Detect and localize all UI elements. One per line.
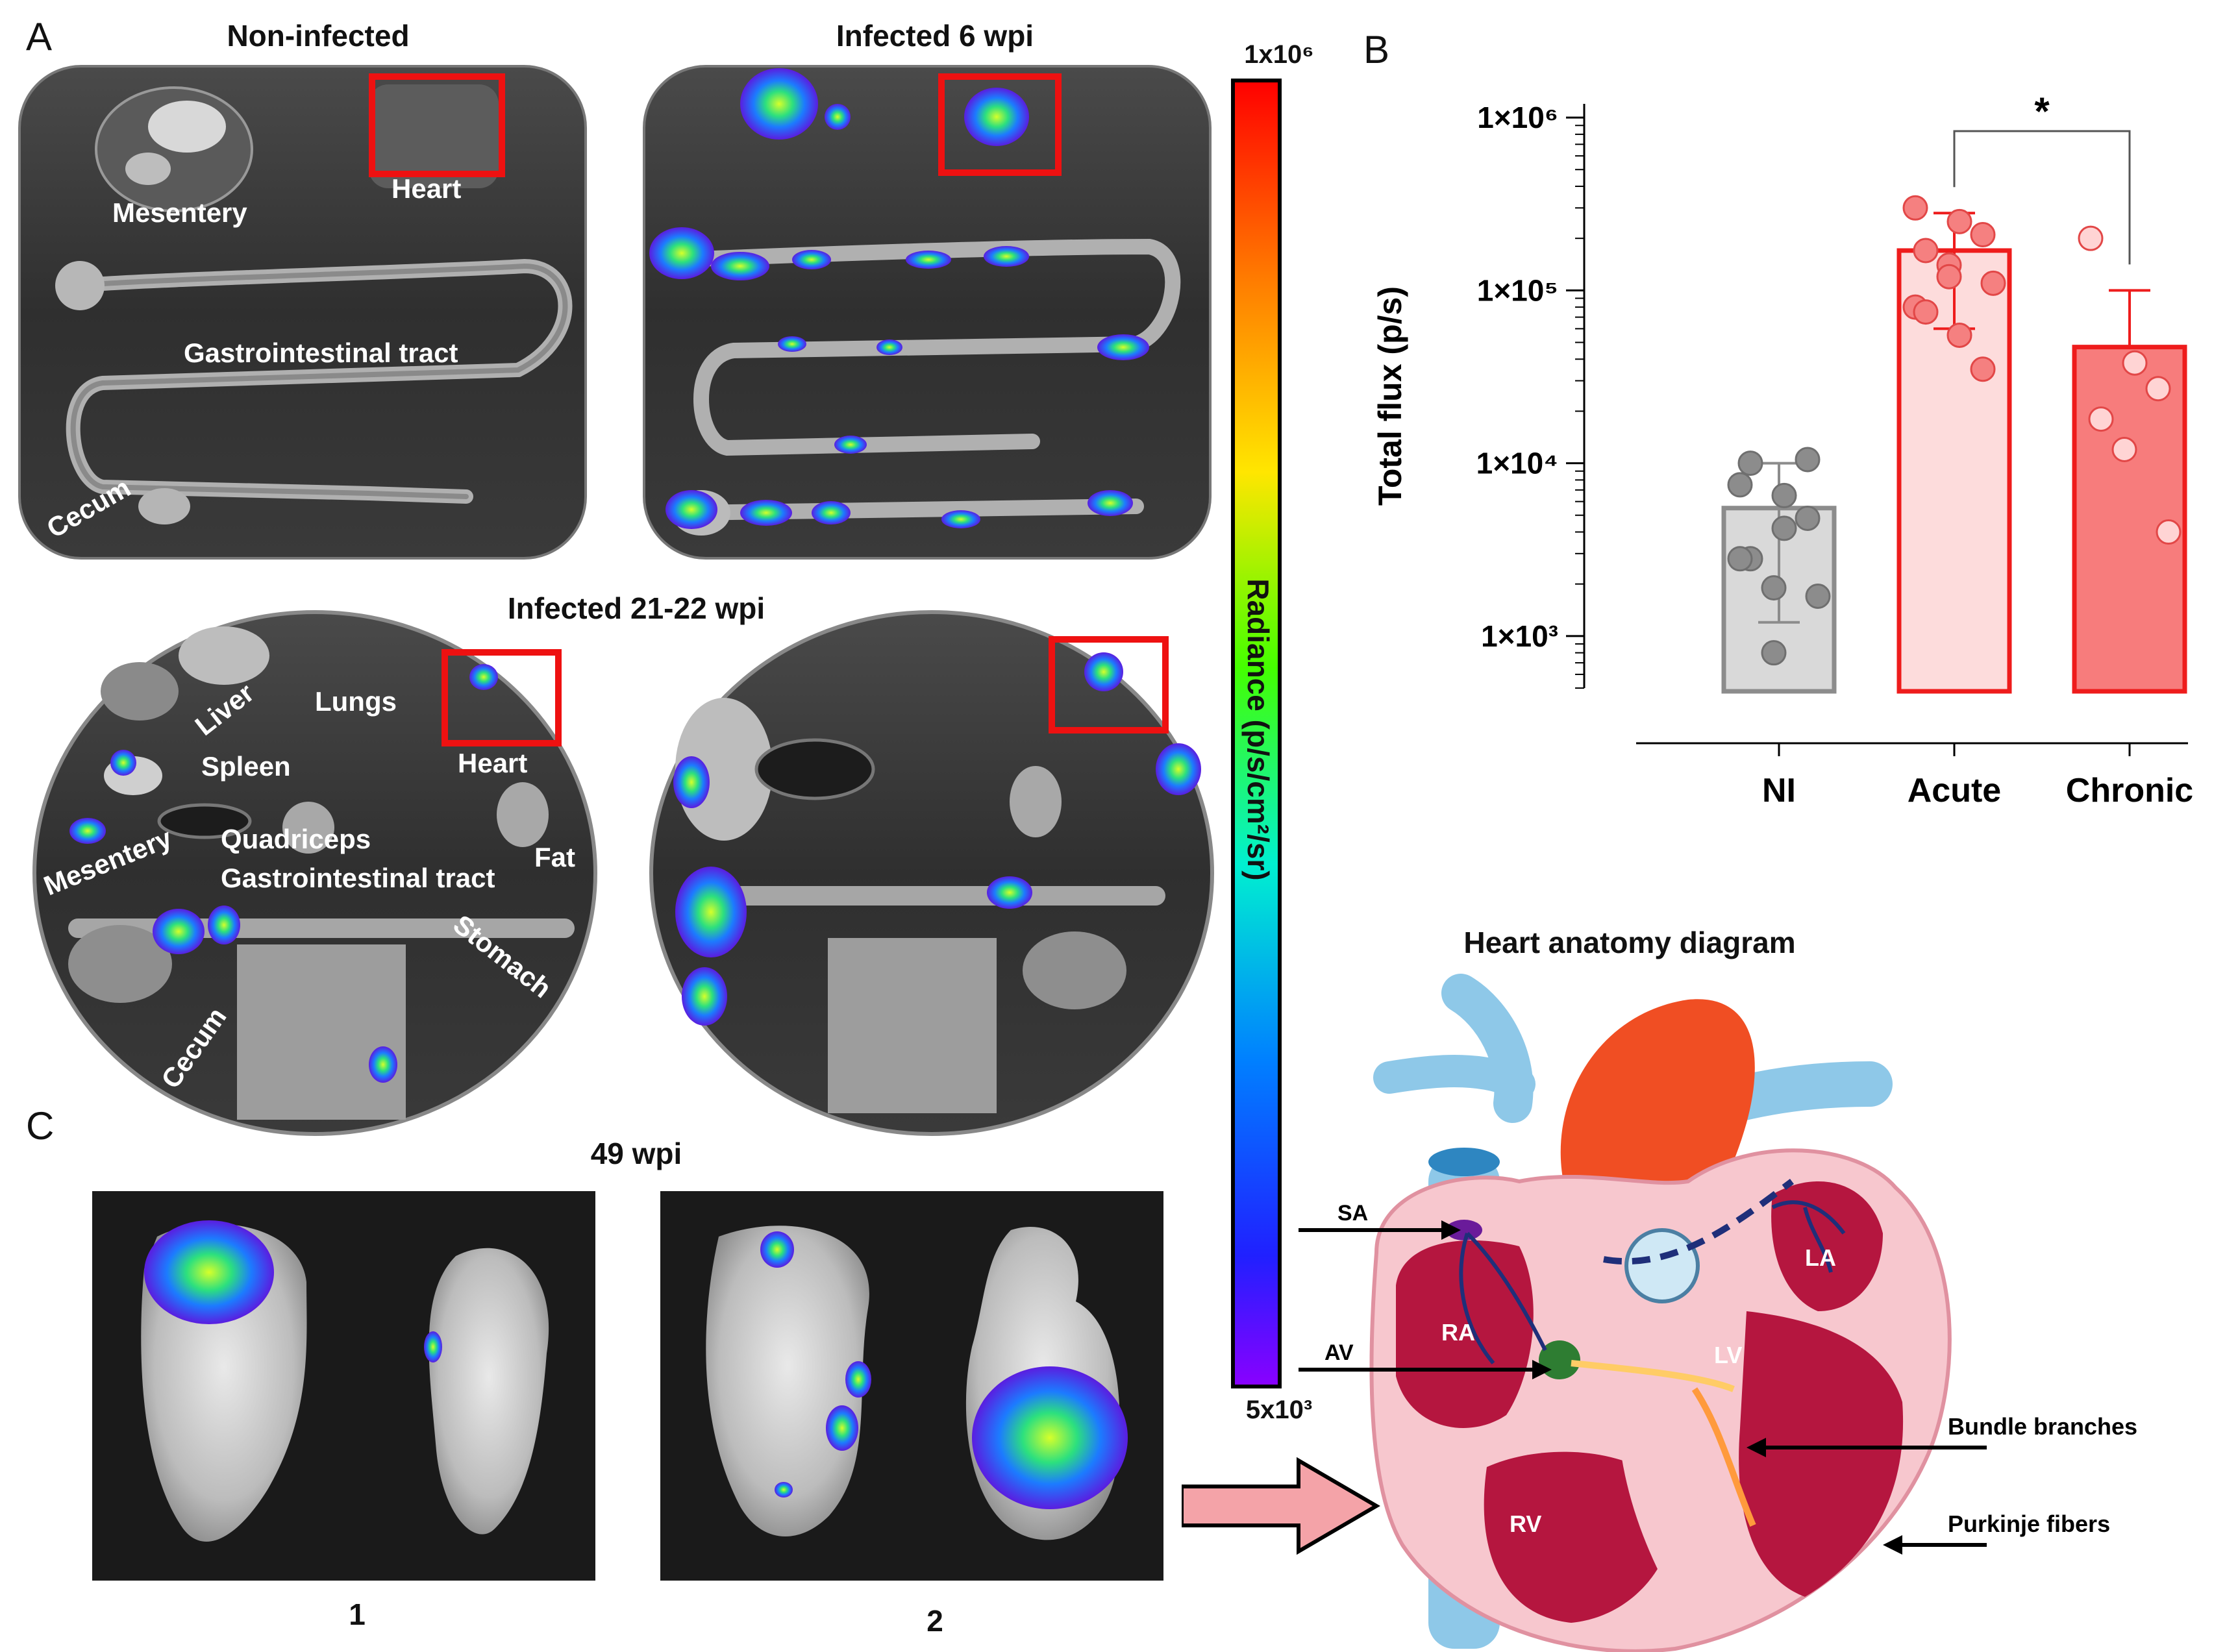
y-tick-label: 1×10³ bbox=[1481, 619, 1558, 653]
heart-highlight-box bbox=[1049, 636, 1169, 734]
data-point-acute bbox=[1913, 299, 1939, 325]
label-mesentery: Mesentery bbox=[112, 197, 247, 228]
label-av: AV bbox=[1324, 1340, 1354, 1365]
label-gi-tract-21wpi: Gastrointestinal tract bbox=[221, 863, 495, 893]
label-bundle-branches: Bundle branches bbox=[1948, 1413, 2137, 1440]
data-point-chronic bbox=[2122, 350, 2148, 376]
colorbar-max-label: 1x10⁶ bbox=[1244, 40, 1314, 69]
label-lungs: Lungs bbox=[315, 686, 397, 717]
label-sa: SA bbox=[1337, 1201, 1368, 1226]
y-axis-label: Total flux (p/s) bbox=[1372, 286, 1408, 506]
image-infected-21wpi-dish-1: Liver Lungs Spleen Heart Mesentery Quadr… bbox=[32, 610, 597, 1136]
panel-letter-a: A bbox=[26, 15, 53, 58]
image-infected-21wpi-dish-2 bbox=[649, 610, 1214, 1136]
label-image-2: 2 bbox=[926, 1604, 943, 1638]
data-point-ni bbox=[1727, 472, 1753, 498]
data-point-acute bbox=[1946, 322, 1972, 348]
x-tick-label-chronic: Chronic bbox=[2066, 772, 2193, 809]
significance-bracket bbox=[1953, 130, 2131, 265]
data-point-ni bbox=[1771, 515, 1797, 541]
data-point-acute bbox=[1913, 238, 1939, 264]
heart-highlight-box bbox=[938, 73, 1062, 176]
label-gi-tract: Gastrointestinal tract bbox=[184, 338, 458, 368]
heart-anatomy-diagram: SA AV RA LA LV RV Bundle branches Purkin… bbox=[1182, 974, 2137, 1652]
significance-star: * bbox=[2034, 90, 2050, 133]
y-tick-label: 1×10⁶ bbox=[1477, 101, 1558, 134]
data-point-ni bbox=[1727, 546, 1753, 572]
data-point-ni bbox=[1805, 583, 1831, 609]
heart-highlight-box bbox=[369, 73, 505, 177]
diagram-title: Heart anatomy diagram bbox=[1463, 926, 1796, 959]
data-point-acute bbox=[1902, 195, 1928, 221]
data-point-ni bbox=[1737, 450, 1763, 476]
data-point-acute bbox=[1936, 264, 1962, 290]
data-point-acute bbox=[1970, 222, 1996, 248]
y-tick-label: 1×10⁴ bbox=[1476, 447, 1558, 480]
x-tick-label-ni: NI bbox=[1762, 772, 1796, 809]
x-tick-label-acute: Acute bbox=[1908, 772, 2001, 809]
data-point-acute bbox=[1970, 356, 1996, 382]
data-point-chronic bbox=[2156, 519, 2182, 545]
image-infected-6wpi-plate bbox=[643, 65, 1212, 560]
label-rv: RV bbox=[1510, 1510, 1541, 1537]
data-point-acute bbox=[1946, 208, 1972, 234]
heart-highlight-box bbox=[441, 649, 562, 746]
title-infected-21wpi: Infected 21-22 wpi bbox=[507, 591, 765, 625]
panel-letter-b: B bbox=[1363, 28, 1390, 71]
data-point-ni bbox=[1771, 482, 1797, 508]
image-heart-49wpi-1 bbox=[92, 1191, 595, 1581]
colorbar-min-label: 5x10³ bbox=[1245, 1396, 1313, 1424]
label-purkinje-fibers: Purkinje fibers bbox=[1948, 1510, 2110, 1537]
y-tick-label: 1×10⁵ bbox=[1477, 273, 1558, 307]
data-point-chronic bbox=[2078, 225, 2104, 251]
label-quadriceps: Quadriceps bbox=[221, 824, 371, 854]
bar-chronic bbox=[2072, 345, 2187, 694]
label-lv: LV bbox=[1714, 1342, 1742, 1368]
data-point-ni bbox=[1761, 575, 1787, 601]
data-point-chronic bbox=[2111, 437, 2137, 463]
image-heart-49wpi-2 bbox=[660, 1191, 1163, 1581]
title-infected-6wpi: Infected 6 wpi bbox=[836, 19, 1034, 53]
data-point-chronic bbox=[2145, 376, 2171, 402]
arrow-to-diagram bbox=[1182, 1457, 1380, 1555]
panel-letter-c: C bbox=[26, 1104, 55, 1148]
label-fat: Fat bbox=[534, 842, 575, 872]
data-point-ni bbox=[1761, 640, 1787, 666]
label-image-1: 1 bbox=[349, 1597, 366, 1631]
label-spleen: Spleen bbox=[201, 751, 291, 782]
data-point-ni bbox=[1795, 447, 1821, 473]
title-49wpi: 49 wpi bbox=[590, 1137, 682, 1170]
label-heart: Heart bbox=[392, 173, 461, 204]
label-la: LA bbox=[1805, 1244, 1836, 1271]
total-flux-chart: 1×10³ 1×10⁴ 1×10⁵ 1×10⁶ NI Acute Chronic * To… bbox=[1372, 90, 2193, 809]
data-point-acute bbox=[1980, 270, 2006, 296]
colorbar-axis-label: Radiance (p/s/cm²/sr) bbox=[1241, 578, 1275, 881]
label-heart-21wpi: Heart bbox=[458, 748, 527, 778]
data-point-chronic bbox=[2088, 406, 2114, 432]
title-non-infected: Non-infected bbox=[227, 19, 410, 53]
image-non-infected-plate: Mesentery Heart Gastrointestinal tract C… bbox=[18, 65, 587, 560]
data-point-ni bbox=[1795, 505, 1821, 531]
colorbar bbox=[1231, 79, 1282, 1388]
label-ra: RA bbox=[1441, 1319, 1475, 1346]
